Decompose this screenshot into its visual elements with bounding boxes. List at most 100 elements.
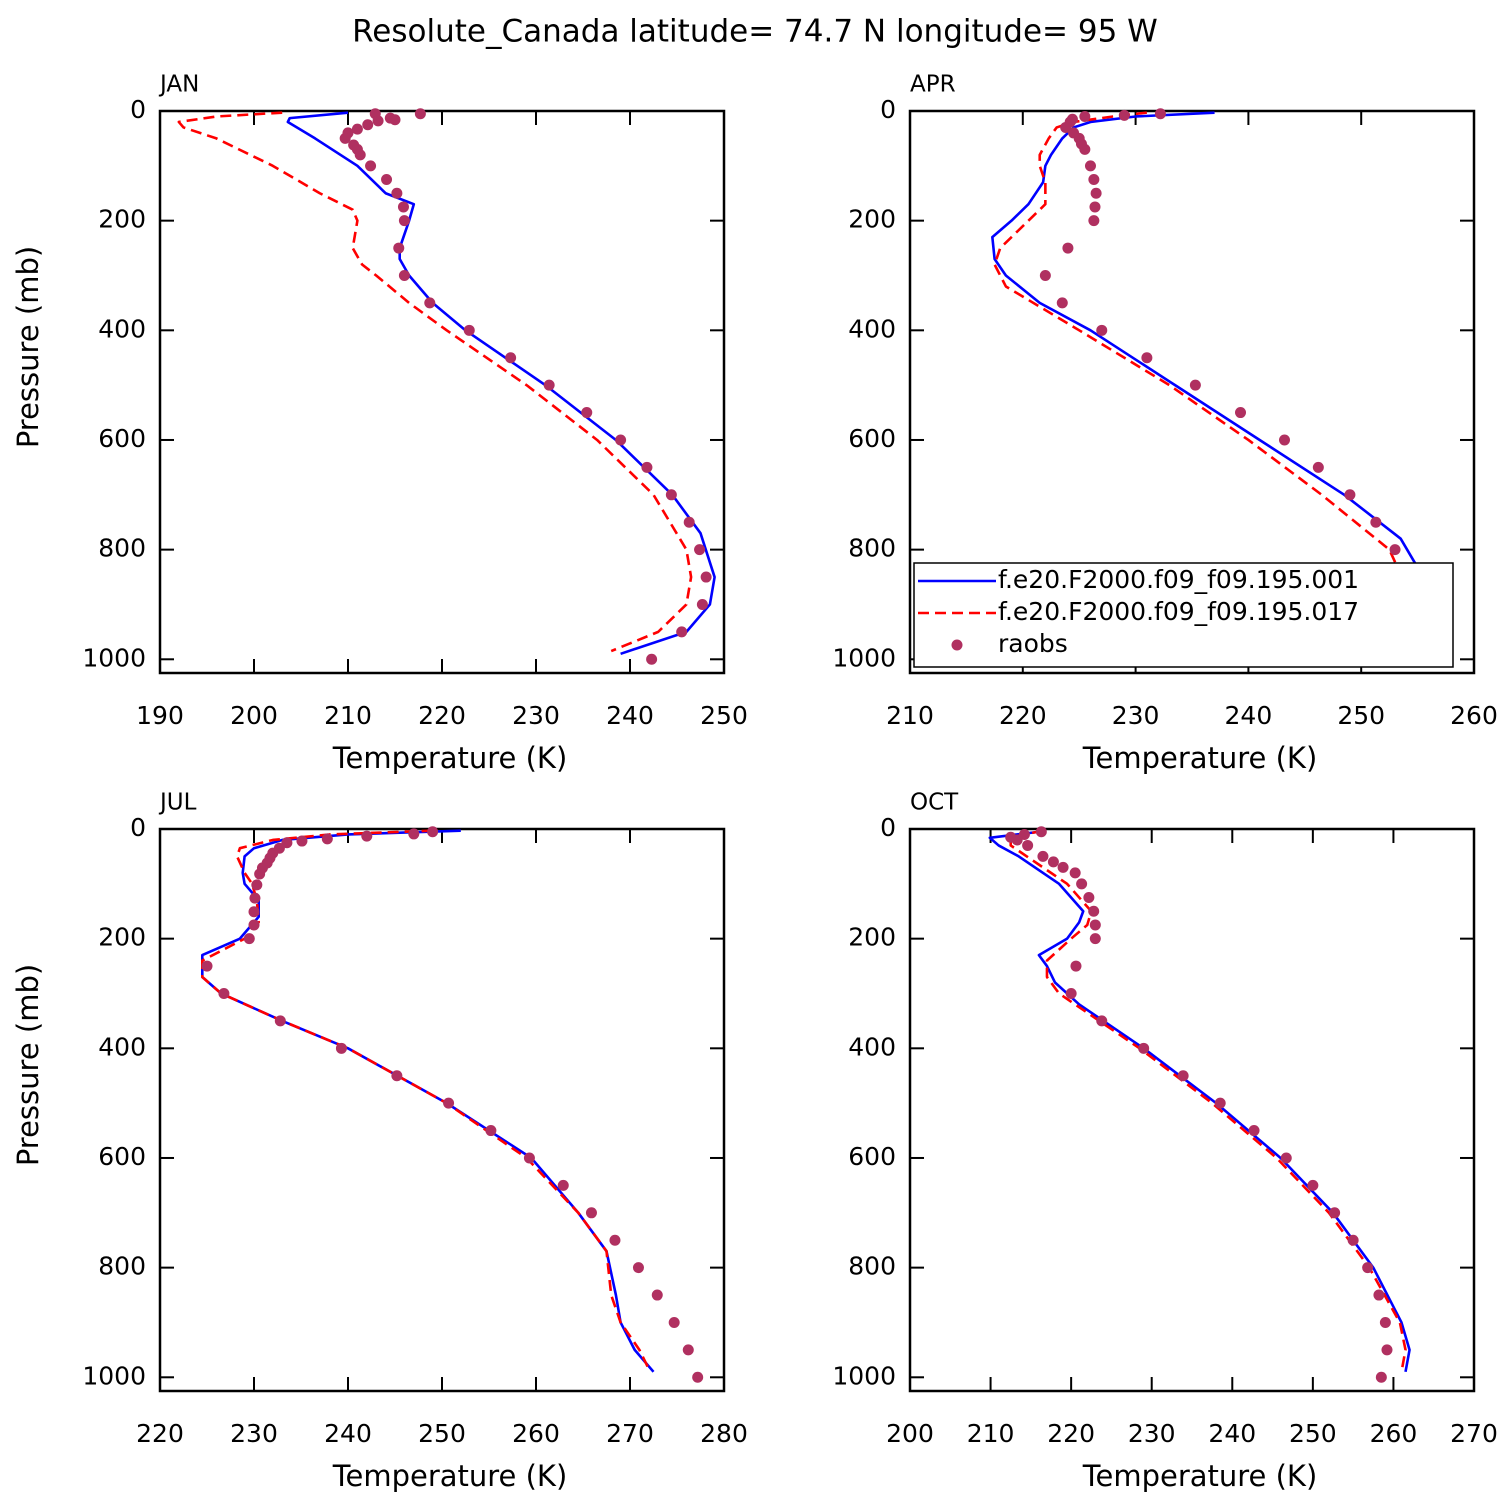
x-axis-label: Temperature (K) (1082, 741, 1318, 775)
raob-point (1248, 1125, 1260, 1137)
y-tick-label: 0 (130, 95, 146, 124)
raob-point (1056, 297, 1068, 309)
raob-point (1065, 987, 1077, 999)
legend-label: f.e20.F2000.f09_f09.195.001 (998, 565, 1359, 594)
y-axis-label: Pressure (mb) (11, 246, 45, 448)
raob-point (1375, 1371, 1387, 1383)
raob-point (1039, 269, 1051, 281)
raob-point (632, 1262, 644, 1274)
x-tick-label: 190 (136, 701, 184, 730)
x-tick-label: 240 (324, 1419, 372, 1448)
profile-line (286, 111, 716, 656)
raob-point (1154, 108, 1166, 120)
raob-point (361, 830, 373, 842)
x-tick-label: 270 (1450, 1419, 1498, 1448)
panel-title: JUL (158, 790, 197, 816)
raob-point (1118, 109, 1130, 121)
raob-point (676, 626, 688, 638)
raob-point (543, 379, 555, 391)
raob-point (696, 598, 708, 610)
x-tick-label: 270 (606, 1419, 654, 1448)
x-tick-label: 200 (886, 1419, 934, 1448)
raob-point (1084, 160, 1096, 172)
raob-point (362, 119, 374, 131)
raob-point (1062, 242, 1074, 254)
raob-point (1362, 1262, 1374, 1274)
raob-point (1035, 826, 1047, 838)
raob-point (609, 1234, 621, 1246)
y-tick-label: 200 (98, 923, 146, 952)
profile-line (993, 111, 1404, 652)
raob-point (615, 434, 627, 446)
raob-point (1076, 878, 1088, 890)
y-tick-label: 600 (848, 424, 896, 453)
legend-label: f.e20.F2000.f09_f09.195.017 (998, 597, 1359, 626)
y-tick-label: 0 (880, 95, 896, 124)
raob-point (398, 269, 410, 281)
raob-point (665, 489, 677, 501)
raob-point (581, 407, 593, 419)
raob-point (1079, 110, 1091, 122)
raob-point (274, 1015, 286, 1027)
raob-point (700, 571, 712, 583)
raob-point (1079, 143, 1091, 155)
raob-point (1329, 1207, 1341, 1219)
raob-point (1096, 1015, 1108, 1027)
plot-frame (158, 827, 726, 1393)
x-tick-label: 240 (606, 701, 654, 730)
x-tick-label: 220 (999, 701, 1047, 730)
raob-point (372, 115, 384, 127)
raob-point (1047, 856, 1059, 868)
raob-point (321, 833, 333, 845)
x-tick-label: 240 (1225, 701, 1273, 730)
x-tick-label: 210 (967, 1419, 1015, 1448)
raob-point (218, 987, 230, 999)
raob-point (668, 1316, 680, 1328)
figure-title: Resolute_Canada latitude= 74.7 N longitu… (352, 14, 1158, 50)
legend-label: raobs (998, 629, 1068, 658)
x-axis-label: Temperature (K) (1082, 1459, 1318, 1493)
y-tick-label: 1000 (82, 643, 146, 672)
x-tick-label: 280 (700, 1419, 748, 1448)
x-tick-label: 250 (700, 701, 748, 730)
raob-point (391, 187, 403, 199)
raob-point (505, 352, 517, 364)
y-tick-label: 0 (880, 813, 896, 842)
y-tick-label: 400 (848, 1032, 896, 1061)
y-tick-label: 400 (98, 314, 146, 343)
raob-point (424, 297, 436, 309)
raob-point (557, 1179, 569, 1191)
raob-point (391, 1070, 403, 1082)
raob-point (1088, 215, 1100, 227)
raob-point (585, 1207, 597, 1219)
raob-point (1214, 1097, 1226, 1109)
profile-line (991, 111, 1425, 655)
raob-point (248, 906, 260, 918)
panel-title: OCT (910, 790, 959, 816)
x-tick-label: 220 (136, 1419, 184, 1448)
raob-point (692, 1371, 704, 1383)
x-tick-label: 220 (418, 701, 466, 730)
raob-point (248, 919, 260, 931)
raob-point (1379, 1316, 1391, 1328)
x-tick-label: 250 (418, 1419, 466, 1448)
raob-point (1278, 434, 1290, 446)
raob-point (1083, 892, 1095, 904)
raob-point (201, 960, 213, 972)
y-tick-label: 200 (848, 205, 896, 234)
raob-point (1089, 933, 1101, 945)
profile-line (1009, 829, 1407, 1373)
raob-point (1037, 850, 1049, 862)
raob-point (1057, 861, 1069, 873)
x-axis-label: Temperature (K) (332, 1459, 568, 1493)
raob-point (1312, 461, 1324, 473)
x-tick-label: 260 (1370, 1419, 1418, 1448)
raob-point (1088, 174, 1100, 186)
raob-point (427, 826, 439, 838)
profile-line (988, 830, 1411, 1373)
plot-frame (908, 827, 1476, 1393)
panel-title: APR (910, 72, 956, 98)
raob-point (398, 215, 410, 227)
raob-point (1177, 1070, 1189, 1082)
panel-title: JAN (158, 72, 199, 98)
